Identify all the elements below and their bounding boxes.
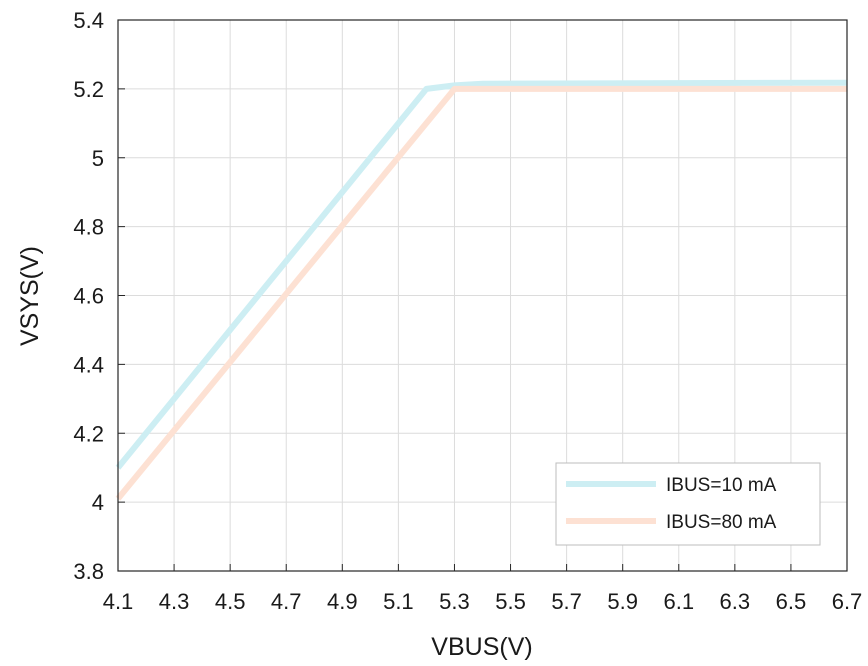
y-tick-label: 3.8	[73, 559, 104, 584]
x-tick-label: 5.5	[495, 589, 526, 614]
x-tick-label: 5.3	[439, 589, 470, 614]
legend-label-ibus-80ma: IBUS=80 mA	[666, 512, 777, 533]
x-axis-ticks: 4.1 4.3 4.5 4.7 4.9 5.1 5.3 5.5 5.7 5.9 6.1 6.3 6.5 6…	[103, 564, 863, 614]
y-tick-label: 5	[92, 146, 104, 171]
y-tick-label: 4	[92, 490, 104, 515]
series-lines	[115, 79, 848, 501]
x-tick-label: 5.1	[383, 589, 414, 614]
legend: IBUS=10 mA IBUS=80 mA	[555, 462, 821, 546]
y-axis-ticks: 3.8 4 4.2 4.4 4.6 4.8 5 5.2 5.4	[73, 8, 125, 584]
x-tick-label: 6.1	[663, 589, 694, 614]
x-tick-label: 6.3	[720, 589, 751, 614]
series-line-ibus-80ma	[115, 85, 847, 501]
x-tick-label: 6.7	[832, 589, 863, 614]
series-line-ibus-10ma	[115, 79, 848, 470]
y-tick-label: 4.2	[73, 421, 104, 446]
y-tick-label: 4.4	[73, 352, 104, 377]
x-axis-title: VBUS(V)	[431, 633, 532, 661]
x-tick-label: 4.1	[103, 589, 134, 614]
y-axis-title: VSYS(V)	[16, 246, 44, 346]
x-tick-label: 4.5	[215, 589, 246, 614]
x-tick-label: 6.5	[776, 589, 807, 614]
x-tick-label: 4.9	[327, 589, 358, 614]
x-tick-label: 4.7	[271, 589, 302, 614]
x-tick-label: 5.7	[551, 589, 582, 614]
y-tick-label: 4.8	[73, 215, 104, 240]
legend-box	[555, 462, 821, 546]
legend-label-ibus-10ma: IBUS=10 mA	[666, 475, 777, 496]
y-tick-label: 5.2	[73, 77, 104, 102]
y-tick-label: 5.4	[73, 8, 104, 33]
x-tick-label: 4.3	[159, 589, 190, 614]
y-tick-label: 4.6	[73, 284, 104, 309]
x-tick-label: 5.9	[607, 589, 638, 614]
